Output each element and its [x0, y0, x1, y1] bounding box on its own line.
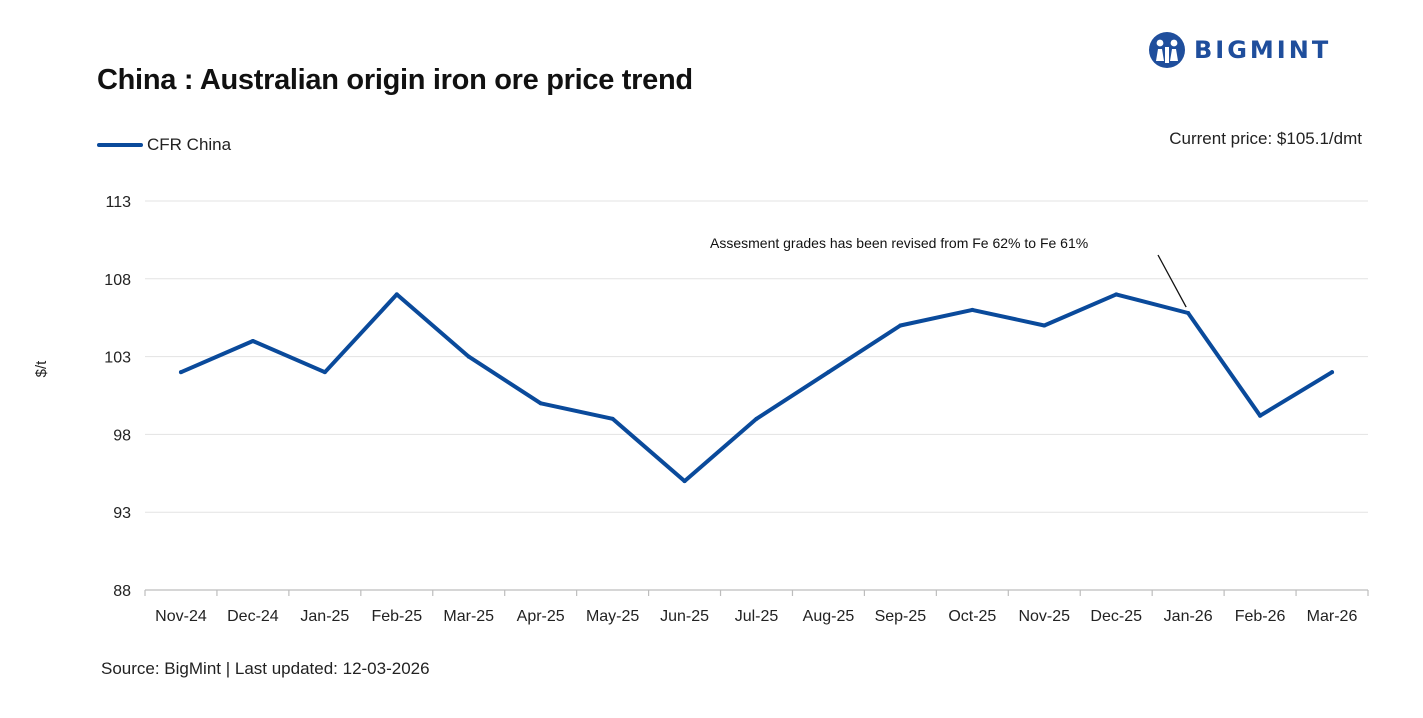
data-point — [1258, 413, 1263, 418]
data-point — [826, 370, 831, 375]
data-point — [466, 354, 471, 359]
data-point — [1186, 311, 1191, 316]
legend-line-swatch — [97, 143, 143, 147]
y-tick-label: 98 — [113, 427, 131, 444]
x-tick-label: Nov-25 — [1018, 608, 1070, 625]
x-tick-label: Jun-25 — [660, 608, 709, 625]
data-point — [1114, 292, 1119, 297]
data-point — [322, 370, 327, 375]
x-tick-label: Jul-25 — [735, 608, 779, 625]
x-tick-label: Aug-25 — [803, 608, 855, 625]
x-tick-label: Dec-24 — [227, 608, 279, 625]
x-tick-label: Feb-25 — [371, 608, 422, 625]
data-point — [898, 323, 903, 328]
x-tick-label: Mar-25 — [443, 608, 494, 625]
x-tick-label: Apr-25 — [517, 608, 565, 625]
axes: 88 93 98 103 108 113 Nov-24 Dec-24 Jan-25 Feb-25 M… — [104, 194, 1369, 625]
data-point — [394, 292, 399, 297]
data-point — [682, 479, 687, 484]
data-point — [610, 416, 615, 421]
gridlines — [145, 200, 1368, 513]
chart-title: China : Australian origin iron ore price… — [97, 64, 693, 96]
data-point — [538, 401, 543, 406]
annotation-text: Assesment grades has been revised from F… — [710, 235, 1088, 251]
x-tick-label: Jan-26 — [1164, 608, 1213, 625]
x-tick-label: Jan-25 — [300, 608, 349, 625]
series-line-cfr-china — [179, 292, 1334, 484]
data-point — [1042, 323, 1047, 328]
x-tick-label: Feb-26 — [1235, 608, 1286, 625]
bigmint-logo-icon — [1149, 32, 1185, 68]
source-note: Source: BigMint | Last updated: 12-03-20… — [101, 659, 430, 678]
x-tick-label: Mar-26 — [1307, 608, 1358, 625]
x-tick-label: Oct-25 — [948, 608, 996, 625]
brand-logo: BIGMINT — [1146, 30, 1331, 70]
brand-name: BIGMINT — [1194, 36, 1332, 64]
data-point — [178, 370, 183, 375]
y-tick-label: 108 — [104, 272, 131, 289]
chart-legend: CFR China — [97, 135, 231, 155]
data-point — [754, 416, 759, 421]
series-layer — [178, 292, 1335, 484]
data-point — [250, 339, 255, 344]
x-tick-label: Sep-25 — [875, 608, 927, 625]
y-tick-label: 113 — [105, 194, 131, 211]
data-point — [970, 307, 975, 312]
annotation-leader-line — [1157, 254, 1187, 308]
y-tick-label: 103 — [104, 350, 131, 367]
legend-label: CFR China — [147, 135, 232, 154]
y-tick-label: 88 — [113, 583, 131, 600]
x-tick-label: May-25 — [586, 608, 639, 625]
x-tick-label: Dec-25 — [1090, 608, 1142, 625]
y-axis-label: $/t — [33, 360, 50, 378]
data-point — [1330, 370, 1335, 375]
y-tick-label: 93 — [113, 505, 131, 522]
x-tick-label: Nov-24 — [155, 608, 207, 625]
current-price: Current price: $105.1/dmt — [1169, 129, 1362, 148]
annotation-layer: Assesment grades has been revised from F… — [710, 235, 1187, 308]
